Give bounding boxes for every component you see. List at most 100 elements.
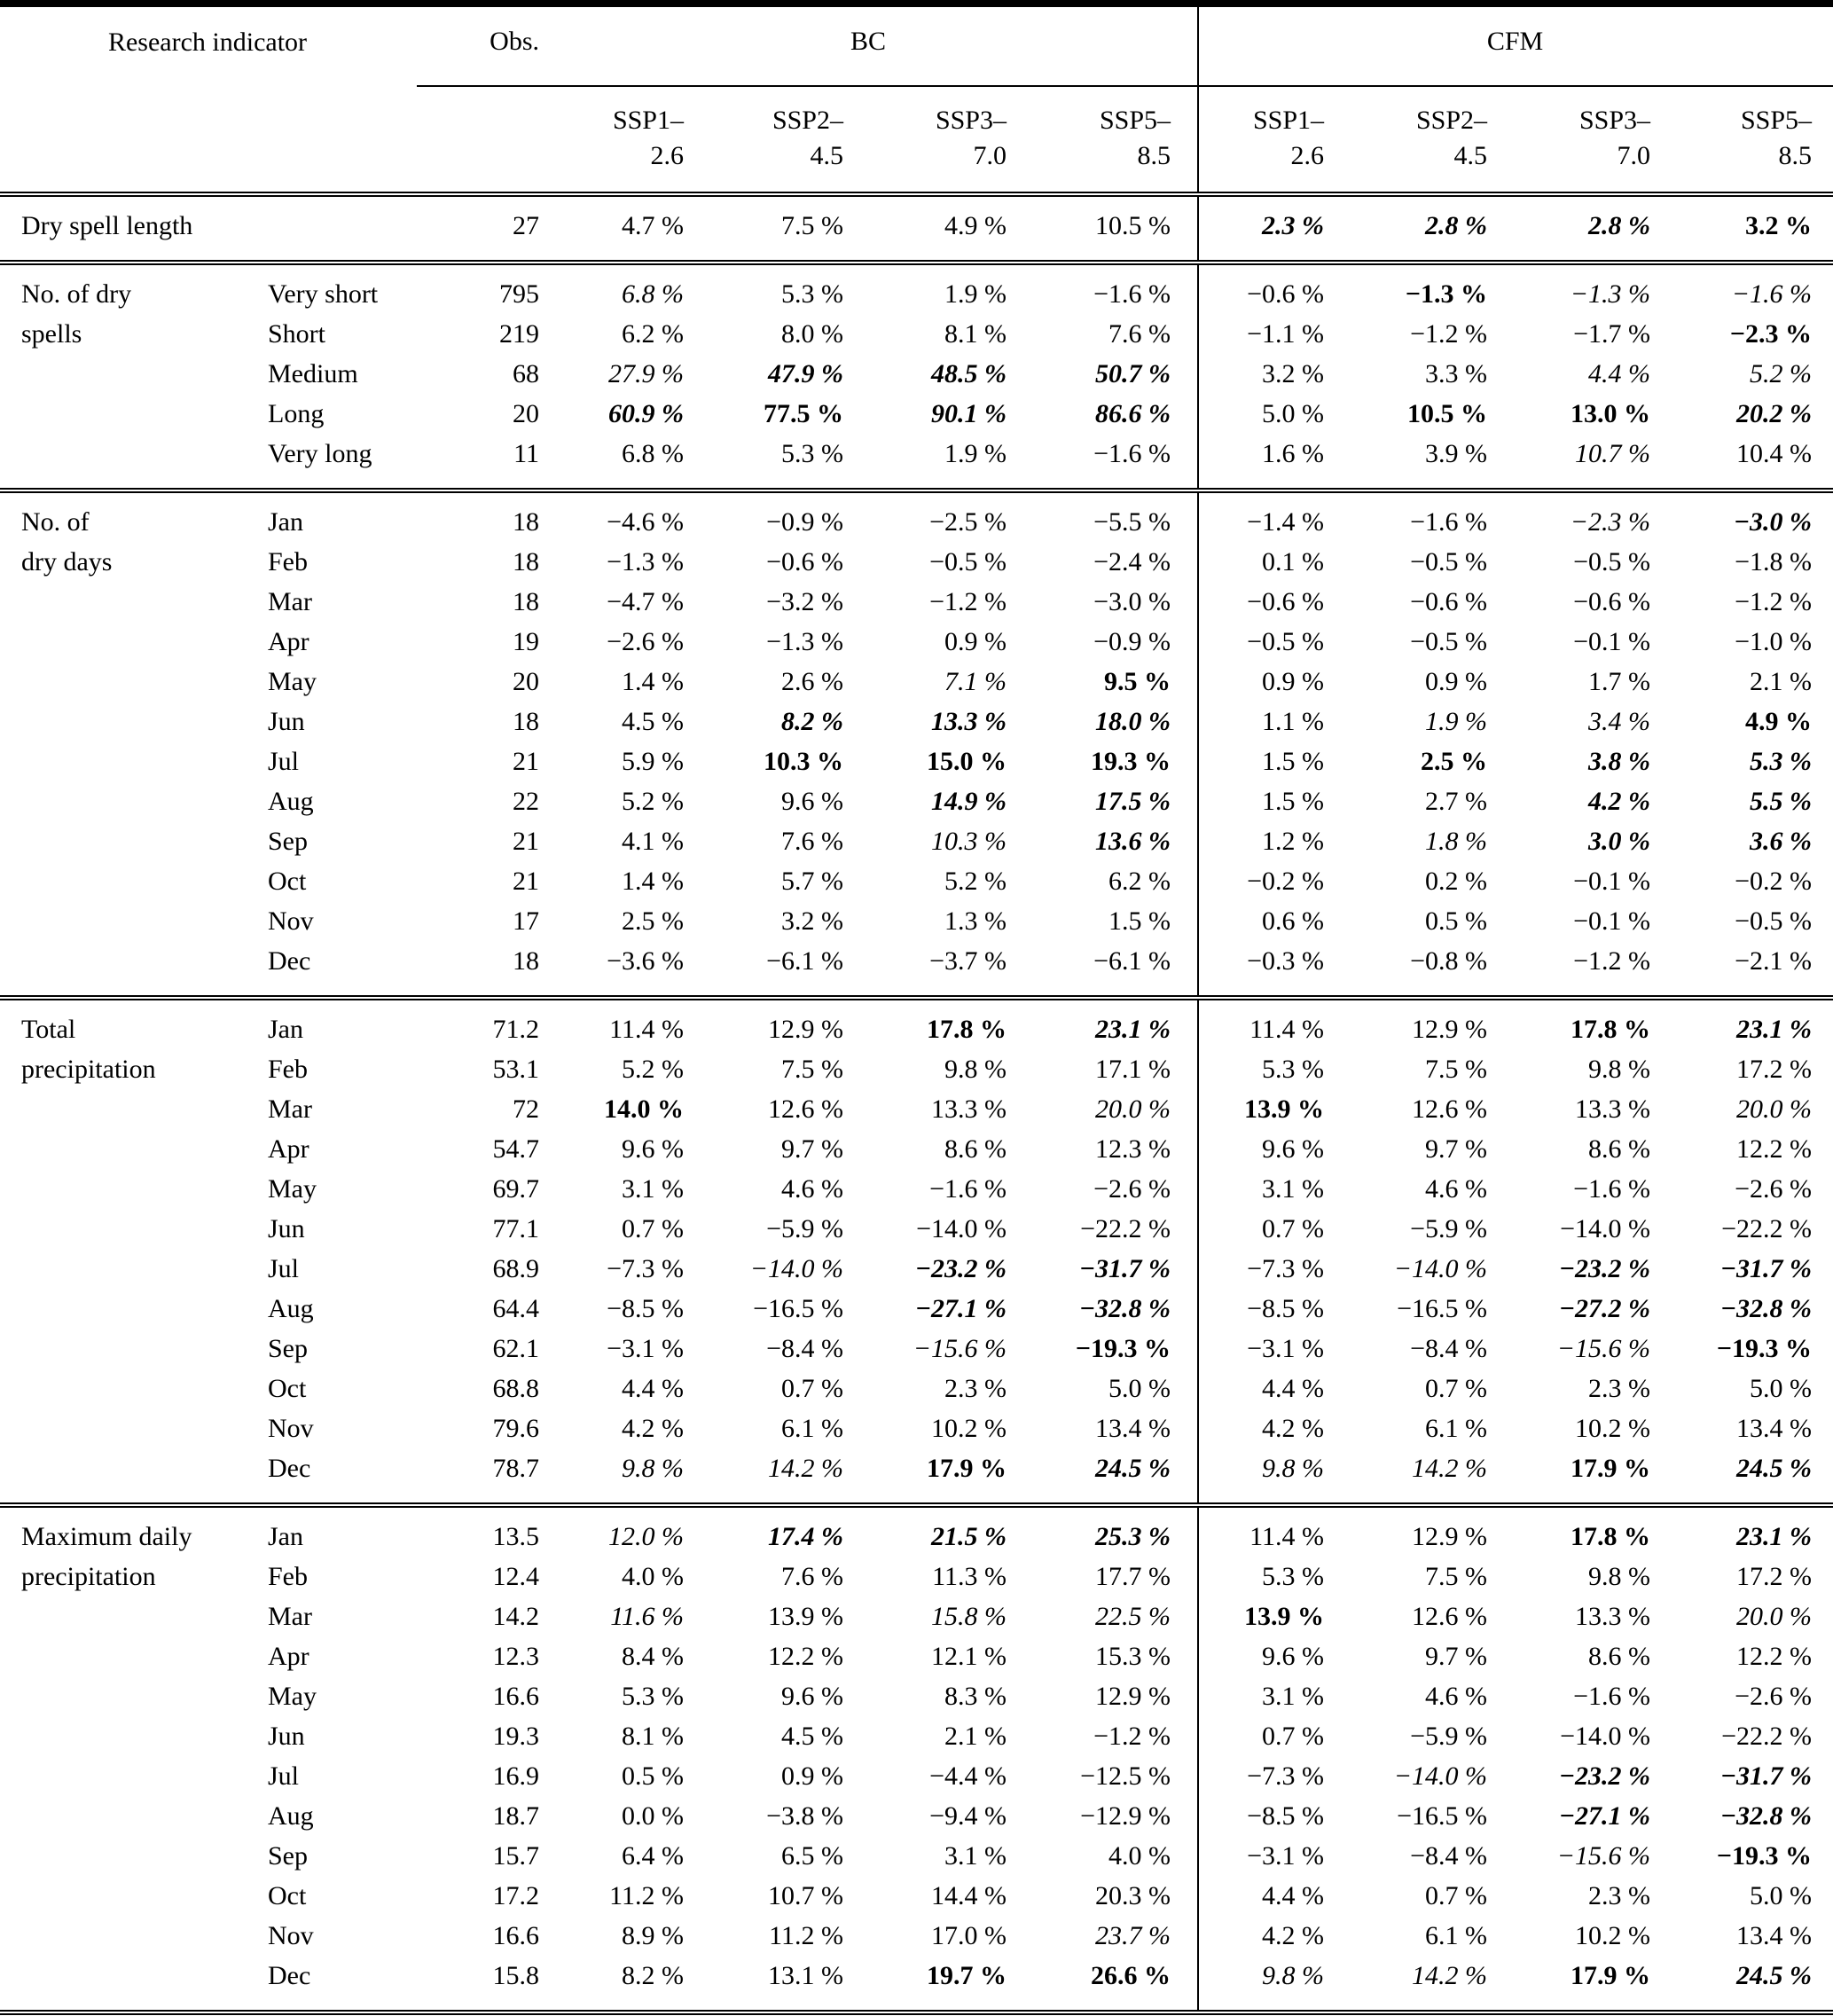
row-label	[0, 662, 266, 702]
cfm-value: −1.8 %	[1735, 547, 1813, 577]
scenario-level-cfm-7.0: 7.0	[1489, 138, 1653, 197]
cfm-value: 4.4 %	[1197, 1369, 1327, 1408]
table-row: spells Short 219 6.2 % 8.0 % 8.1 % 7.6 % −1.1 %…	[0, 314, 1833, 354]
row-label	[0, 781, 266, 821]
bc-value: 15.0 %	[927, 747, 1007, 776]
scenario-level-bc-4.5: 4.5	[685, 138, 845, 197]
sub-label: Aug	[268, 1801, 314, 1831]
bc-value: 6.4 %	[622, 1841, 684, 1871]
obs-value: 19.3	[492, 1722, 540, 1751]
row-label	[0, 941, 266, 998]
cfm-value: 0.7 %	[1197, 1716, 1327, 1756]
bc-value: 7.6 %	[781, 1562, 843, 1591]
bc-value: −15.6 %	[913, 1334, 1007, 1363]
obs-value: 18	[513, 707, 539, 736]
cfm-value: −0.2 %	[1197, 861, 1327, 901]
bc-value: 24.5 %	[1095, 1454, 1171, 1483]
bc-value: −2.5 %	[845, 488, 1008, 542]
cfm-value: −7.3 %	[1197, 1249, 1327, 1289]
bc-value: 8.9 %	[622, 1921, 684, 1950]
cfm-value: 11.4 %	[1197, 995, 1327, 1049]
row-label	[0, 1448, 266, 1505]
row-label	[0, 1209, 266, 1249]
sub-label: Feb	[268, 1055, 308, 1084]
table-row: Mar 18 −4.7 % −3.2 % −1.2 % −3.0 % −0.6 % −0.6 …	[0, 582, 1833, 622]
obs-value: 20	[513, 399, 539, 428]
spacer-cell	[0, 86, 266, 138]
sub-label: Oct	[268, 867, 307, 896]
obs-value: 795	[417, 260, 541, 314]
row-label	[0, 702, 266, 741]
cfm-value: −0.1 %	[1573, 906, 1651, 936]
row-label	[0, 582, 266, 622]
bc-value: 1.4 %	[622, 867, 684, 896]
row-label	[0, 901, 266, 941]
table-row: Long 20 60.9 % 77.5 % 90.1 % 86.6 % 5.0 % 10.5 …	[0, 394, 1833, 434]
cfm-value: −0.1 %	[1573, 867, 1651, 896]
cfm-value: 4.6 %	[1425, 1174, 1488, 1204]
cfm-value: −31.7 %	[1719, 1254, 1813, 1283]
scenario-header-cfm-7.0: SSP3–	[1578, 106, 1651, 135]
bc-value: 5.3 %	[685, 260, 845, 314]
row-label	[0, 1676, 266, 1716]
cfm-value: −2.3 %	[1729, 319, 1813, 349]
scenario-level-cfm-2.6: 2.6	[1197, 138, 1327, 197]
bc-value: 12.3 %	[1095, 1134, 1171, 1164]
cfm-value: 14.2 %	[1412, 1961, 1488, 1990]
bc-value: −4.7 %	[607, 587, 684, 616]
scenario-header-cfm-8.5: SSP5–	[1740, 106, 1813, 135]
row-label	[0, 434, 266, 490]
sub-label: Dec	[268, 1454, 311, 1483]
cfm-value: −8.4 %	[1410, 1841, 1488, 1871]
table-row: Medium 68 27.9 % 47.9 % 48.5 % 50.7 % 3.2 % 3.3…	[0, 354, 1833, 394]
cfm-value: 1.1 %	[1197, 702, 1327, 741]
cfm-value: 2.7 %	[1425, 787, 1488, 816]
table-row: Jun 19.3 8.1 % 4.5 % 2.1 % −1.2 % 0.7 % −5.9 % −…	[0, 1716, 1833, 1756]
sub-label: May	[268, 1174, 317, 1204]
sub-label: Jun	[268, 707, 305, 736]
bc-value: 19.7 %	[927, 1961, 1007, 1990]
cfm-value: 4.9 %	[1745, 707, 1813, 736]
row-label	[0, 622, 266, 662]
row-label	[0, 394, 266, 434]
obs-value: 18.7	[492, 1801, 540, 1831]
bc-value: 0.7 %	[622, 1214, 684, 1243]
cfm-value: 0.6 %	[1197, 901, 1327, 941]
obs-value: 17	[513, 906, 539, 936]
bc-value: 19.3 %	[1091, 747, 1171, 776]
bc-value: −16.5 %	[753, 1294, 843, 1323]
bc-value: 14.4 %	[931, 1881, 1007, 1910]
bc-value: −27.1 %	[914, 1294, 1007, 1323]
bc-value: 12.1 %	[931, 1642, 1007, 1671]
cfm-value: 9.6 %	[1197, 1636, 1327, 1676]
bc-value: 17.8 %	[845, 995, 1008, 1049]
obs-value: 79.6	[492, 1414, 540, 1443]
cfm-value: 4.6 %	[1425, 1682, 1488, 1711]
sub-label: Oct	[268, 1881, 307, 1910]
bc-value: −3.0 %	[1093, 587, 1171, 616]
bc-value: −6.1 %	[1093, 946, 1171, 976]
bc-value: 12.6 %	[768, 1094, 843, 1124]
cfm-value: 5.0 %	[1750, 1881, 1813, 1910]
row-label	[0, 354, 266, 394]
sub-label	[266, 192, 417, 263]
table-row: Nov 16.6 8.9 % 11.2 % 17.0 % 23.7 % 4.2 % 6.1 %…	[0, 1916, 1833, 1956]
bc-value: 9.8 %	[944, 1055, 1007, 1084]
cfm-value: −2.6 %	[1735, 1682, 1813, 1711]
section-no-of-dry-days: No. of Jan 18 −4.6 % −0.9 % −2.5 % −5.5 % −1.4 …	[0, 488, 1833, 998]
row-label	[0, 1369, 266, 1408]
header-row-groups: Research indicator Obs. BC CFM	[0, 4, 1833, 87]
obs-value: 15.8	[492, 1961, 540, 1990]
row-label: Dry spell length	[0, 192, 266, 263]
cfm-value: 8.6 %	[1588, 1642, 1651, 1671]
bc-value: −14.0 %	[916, 1214, 1007, 1243]
cfm-value: 3.1 %	[1197, 1676, 1327, 1716]
cfm-value: 17.8 %	[1489, 995, 1653, 1049]
cfm-value: 4.4 %	[1197, 1876, 1327, 1916]
sub-label: Sep	[268, 827, 308, 856]
bc-value: 2.1 %	[944, 1722, 1007, 1751]
table-row: Aug 64.4 −8.5 % −16.5 % −27.1 % −32.8 % −8.5 %…	[0, 1289, 1833, 1329]
row-label: No. of dry	[0, 260, 266, 314]
bc-value: −8.4 %	[766, 1334, 843, 1363]
cfm-value: −31.7 %	[1719, 1761, 1813, 1791]
